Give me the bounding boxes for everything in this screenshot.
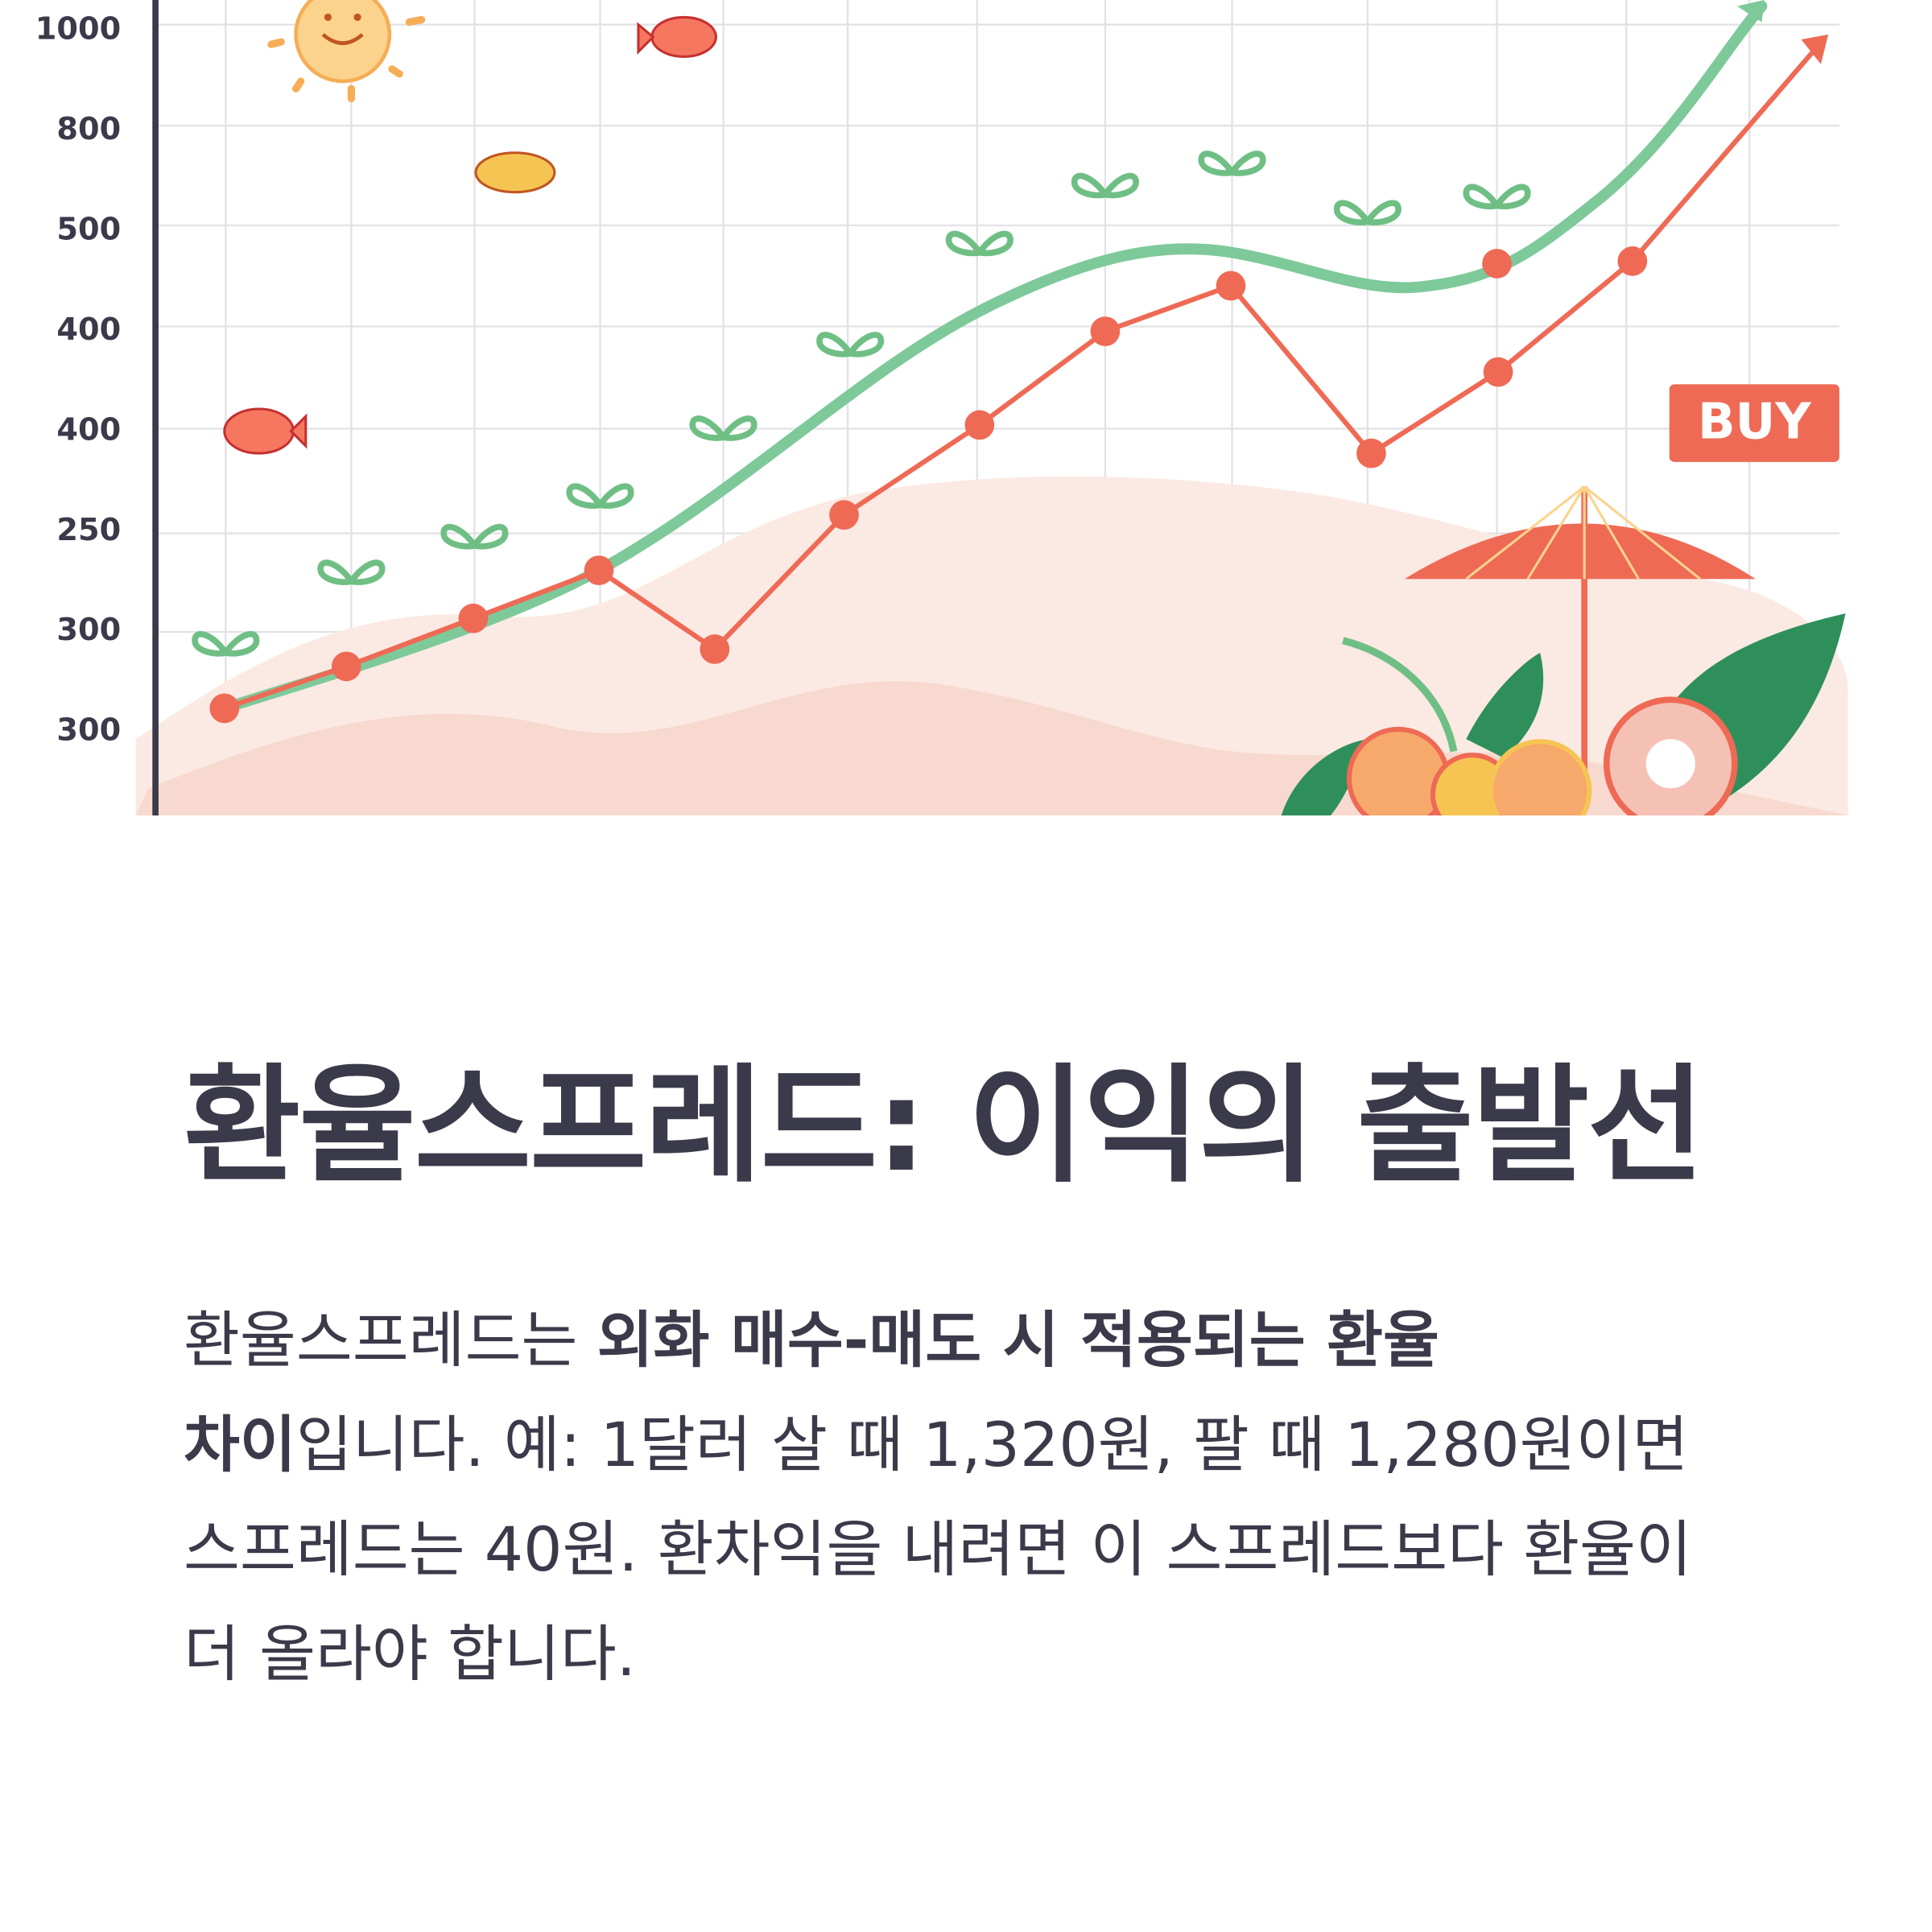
sprout — [1071, 172, 1139, 199]
bird — [474, 151, 556, 194]
arrow-head — [1801, 34, 1829, 64]
dot — [331, 651, 361, 682]
badge — [1669, 384, 1839, 462]
y-labels: 1000 800 500 400 400 250 300 300 — [35, 11, 121, 749]
dot — [1090, 316, 1121, 346]
sprout — [566, 483, 634, 509]
fish — [223, 15, 717, 455]
y-label: 300 — [56, 612, 121, 648]
sprouts — [192, 151, 1531, 657]
y-label: 400 — [56, 312, 121, 348]
text-run: 입니다. 예: 1달러 살 때 1,320원, 팔 때 1,280원이면 스프레… — [184, 1409, 1692, 1690]
dot — [1216, 270, 1246, 301]
sprout — [816, 332, 885, 357]
coins — [1346, 696, 1738, 815]
sprout — [1333, 200, 1402, 225]
emphasis: 외화 매수-매도 시 적용되는 환율 차이 — [184, 1304, 1439, 1480]
dot — [829, 500, 859, 530]
illustration: 1000 800 500 400 400 250 300 300 BUY — [35, 0, 1848, 815]
sprout — [1198, 151, 1266, 176]
text-run: 환율스프레드는 — [184, 1304, 597, 1376]
dots — [209, 246, 1648, 724]
sun — [267, 0, 426, 103]
heading: 환율스프레드: 이익의 출발선 — [184, 1052, 1705, 1200]
umbrella — [1404, 485, 1756, 789]
sprout — [440, 523, 509, 550]
y-label: 400 — [56, 411, 121, 448]
y-label: 800 — [56, 111, 121, 147]
dot — [458, 603, 489, 634]
body-text: 환율스프레드는 외화 매수-매도 시 적용되는 환율 차이입니다. 예: 1달러… — [184, 1288, 1761, 1707]
sprout — [945, 230, 1013, 257]
sprout — [689, 415, 758, 441]
sprout — [1463, 184, 1531, 210]
y-label: 250 — [56, 512, 121, 548]
dot — [584, 555, 614, 585]
y-label: 300 — [56, 712, 121, 749]
dot — [209, 693, 240, 724]
green-line — [218, 0, 1768, 714]
sprout — [317, 559, 386, 585]
dot — [1482, 249, 1512, 279]
arrow-head — [1736, 0, 1765, 23]
badge-label: BUY — [1698, 394, 1811, 451]
dot — [1617, 246, 1648, 276]
sprout — [192, 630, 260, 657]
dot — [700, 634, 730, 664]
dot — [964, 410, 995, 440]
y-label: 1000 — [35, 11, 121, 47]
y-label: 500 — [56, 212, 121, 248]
dot — [1483, 357, 1513, 387]
dot — [1356, 438, 1386, 469]
